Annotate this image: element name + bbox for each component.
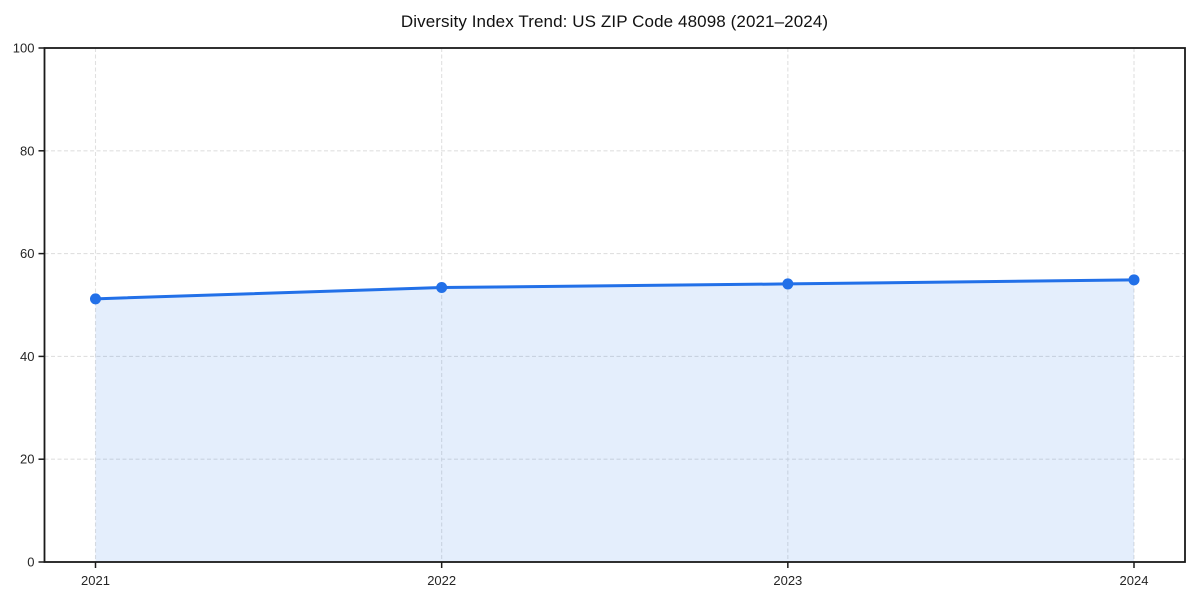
trend-line [94, 278, 1136, 301]
y-tick-label: 80 [20, 143, 34, 158]
y-tick-label: 40 [20, 349, 34, 364]
chart-title: Diversity Index Trend: US ZIP Code 48098… [400, 12, 829, 31]
x-tick-label: 2022 [427, 573, 456, 588]
area-fill [95, 279, 1134, 562]
x-tick-label: 2024 [1120, 573, 1149, 588]
plot-frame [43, 47, 1186, 563]
y-tick-label: 20 [20, 452, 34, 467]
data-point-2022 [436, 282, 448, 294]
y-tick-label: 100 [13, 41, 35, 56]
y-tick-label: 60 [20, 246, 34, 261]
y-tick-label: 0 [27, 555, 34, 570]
data-point-2023 [782, 278, 794, 290]
data-point-2021 [90, 293, 101, 305]
x-tick-label: 2021 [81, 573, 110, 588]
data-point-2024 [1128, 274, 1140, 286]
x-tick-label: 2023 [773, 573, 802, 588]
